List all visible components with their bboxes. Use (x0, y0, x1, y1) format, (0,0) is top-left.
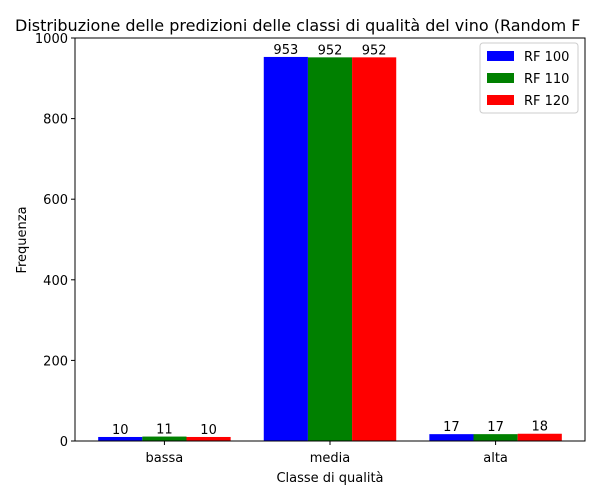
bar-bassa-rf-110 (142, 436, 187, 441)
bar-media-rf-110 (307, 57, 353, 442)
legend-swatch (487, 95, 514, 105)
legend: RF 100 RF 110 RF 120 (479, 42, 579, 114)
y-tick-label: 0 (60, 435, 68, 450)
legend-swatch (487, 51, 514, 61)
x-axis-label: Classe di qualità (276, 471, 383, 486)
legend-label: RF 100 (524, 50, 569, 65)
x-tick-label: bassa (146, 451, 184, 466)
data-label: 10 (112, 423, 129, 438)
bar-media-rf-100 (263, 56, 308, 441)
chart-title: Distribuzione delle predizioni delle cla… (15, 16, 581, 35)
y-axis: 0 200 400 600 800 1000 (35, 32, 75, 450)
data-label: 952 (318, 43, 343, 58)
data-label: 952 (362, 43, 387, 58)
data-label: 17 (443, 420, 460, 435)
bar-alta-rf-110 (473, 434, 518, 441)
y-tick-label: 400 (43, 274, 68, 289)
bar-alta-rf-120 (517, 433, 562, 441)
bar-alta-rf-100 (429, 434, 474, 441)
y-axis-label: Frequenza (15, 206, 30, 273)
bar-bassa-rf-100 (98, 436, 143, 441)
data-label: 18 (531, 420, 548, 435)
y-tick-label: 600 (43, 193, 68, 208)
bar-bassa-rf-120 (186, 436, 231, 441)
legend-label: RF 120 (524, 94, 569, 109)
x-axis: bassa media alta (146, 441, 508, 466)
y-tick-label: 200 (43, 354, 68, 369)
data-label: 17 (487, 420, 504, 435)
x-tick-label: alta (483, 451, 508, 466)
legend-swatch (487, 73, 514, 83)
data-label: 10 (200, 423, 217, 438)
data-label: 11 (156, 423, 173, 438)
data-label: 953 (273, 43, 298, 58)
bar-media-rf-120 (352, 57, 397, 442)
x-tick-label: media (310, 451, 351, 466)
y-tick-label: 800 (43, 113, 68, 128)
data-labels-layer: 10 953 17 11 952 17 10 952 18 (112, 43, 548, 438)
bars-layer (98, 56, 562, 442)
y-tick-label: 1000 (35, 32, 68, 47)
legend-label: RF 110 (524, 72, 569, 87)
